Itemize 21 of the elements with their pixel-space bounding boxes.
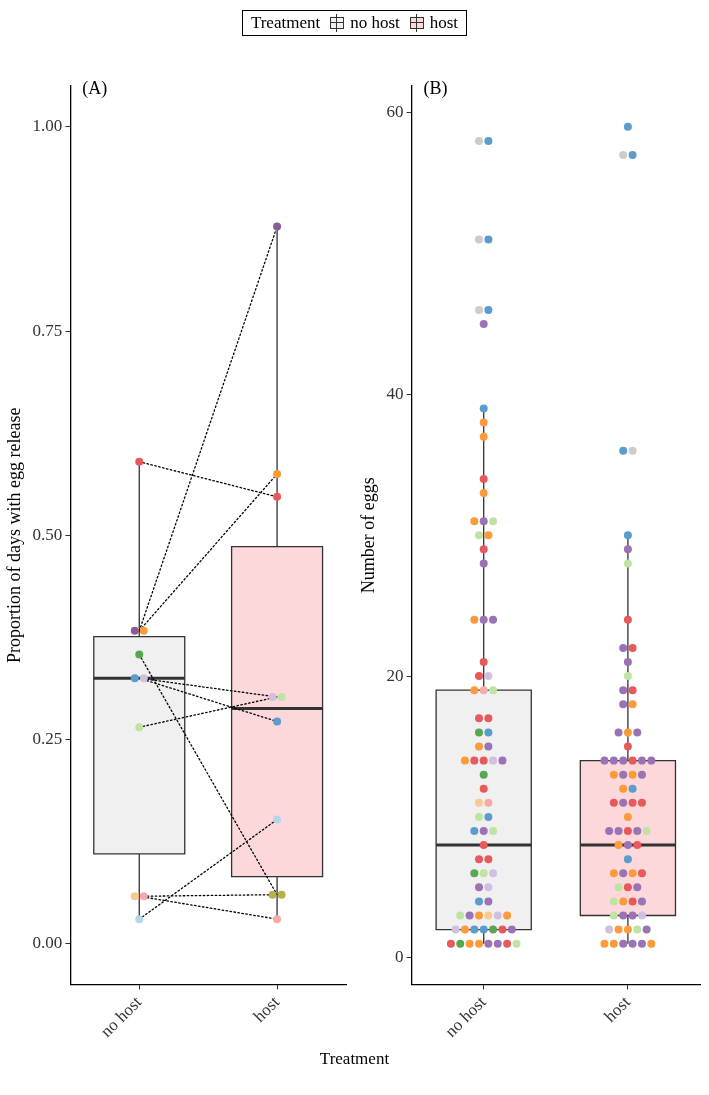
y-axis-title: Number of eggs <box>357 477 378 594</box>
x-tick-label: no host <box>441 992 490 1041</box>
y-tick-label: 0.75 <box>32 320 63 340</box>
legend-label: host <box>429 12 459 33</box>
chart-title: (B) <box>423 77 448 99</box>
x-axis-title: Treatment <box>318 1049 391 1069</box>
x-tick-label: host <box>600 992 635 1026</box>
y-tick-label: 0 <box>395 947 404 967</box>
y-tick-label: 0.50 <box>32 524 63 544</box>
x-tick-label: no host <box>96 992 146 1041</box>
y-tick-label: 0.00 <box>32 933 63 953</box>
chart-title: (A) <box>82 77 108 99</box>
y-tick-label: 40 <box>386 383 404 403</box>
y-axis-title: Proportion of days with egg release <box>3 407 24 663</box>
text: no host <box>350 12 400 33</box>
y-tick-label: 0.25 <box>32 728 63 748</box>
y-tick-label: 1.00 <box>32 116 63 136</box>
y-tick-label: 20 <box>386 665 404 685</box>
y-tick-label: 60 <box>386 102 404 122</box>
legend-title: Treatment <box>250 12 321 33</box>
x-tick-label: host <box>249 992 284 1026</box>
